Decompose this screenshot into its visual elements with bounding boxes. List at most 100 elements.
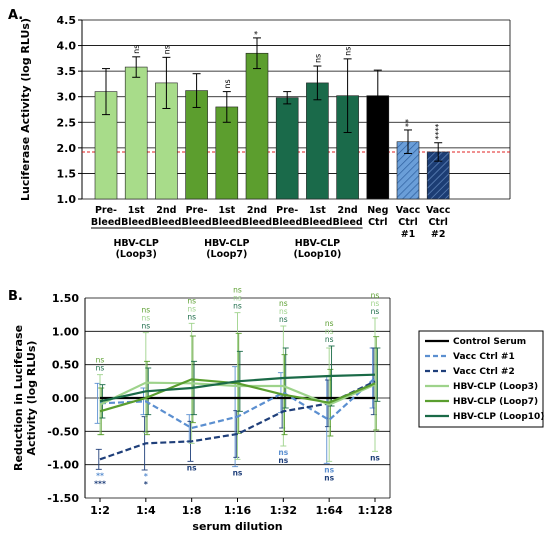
y-tick-label: 0.50: [52, 359, 79, 372]
y-tick-label: 1.0: [57, 193, 77, 206]
bar-label: Bleed: [182, 217, 212, 228]
bar-label: 2nd: [338, 205, 358, 216]
significance-label: **: [404, 119, 413, 127]
bar-label: Ctrl: [368, 217, 387, 228]
significance-label: ns: [187, 463, 197, 472]
significance-label: *: [144, 480, 148, 489]
legend-box: [418, 330, 544, 428]
significance-label: ns: [233, 286, 242, 295]
y-axis-title: Luciferase Activity (log RLUs): [19, 18, 32, 201]
bar-label: Bleed: [151, 217, 181, 228]
significance-label: ns: [132, 45, 141, 54]
x-tick-label: 1:4: [136, 504, 156, 517]
y-axis-title: Reduction in Luciferase: [12, 325, 25, 471]
bar-label: Ctrl: [428, 217, 447, 228]
y-tick-label: 2.0: [57, 142, 77, 155]
x-tick-label: 1:16: [224, 504, 252, 517]
y-tick-label: 1.00: [52, 325, 79, 338]
bar-label: 1st: [128, 205, 145, 216]
bar-label: Vacc: [396, 205, 421, 216]
legend-label: Vacc Ctrl #1: [453, 352, 515, 362]
bar-label: 2nd: [156, 205, 176, 216]
legend-label: HBV-CLP (Loop7): [453, 397, 538, 407]
y-tick-label: 1.50: [52, 292, 79, 305]
series-line: [99, 373, 376, 403]
series-line: [99, 377, 376, 430]
significance-label: ns: [141, 306, 150, 315]
group-label: HBV-CLP: [204, 238, 249, 249]
significance-label: ns: [162, 45, 171, 54]
panel-b-line-chart: B. -1.50 -1.00 -0.50 0.00 0.50 1.00 1.50 1:2 1:4 1…: [8, 286, 544, 533]
significance-label: ns: [325, 327, 334, 336]
bar-label: Bleed: [121, 217, 151, 228]
legend-label: HBV-CLP (Loop10): [453, 412, 544, 422]
bar-label: Pre-: [276, 205, 298, 216]
significance-label: ns: [141, 314, 150, 323]
bar-label: 1st: [309, 205, 326, 216]
significance-label: **: [96, 471, 104, 480]
bar-label: Bleed: [333, 217, 363, 228]
significance-label: ns: [313, 54, 322, 63]
x-tick-label: 1:32: [270, 504, 297, 517]
significance-label: ns: [370, 453, 380, 462]
significance-label: ns: [278, 456, 288, 465]
y-tick-label: -1.50: [47, 492, 79, 505]
group-label: HBV-CLP: [113, 238, 158, 249]
significance-label: ns: [187, 304, 196, 313]
y-tick-label: 3.0: [57, 91, 77, 104]
x-tick-label: 1:128: [357, 504, 392, 517]
group-label: (Loop3): [116, 249, 157, 260]
group-label: (Loop10): [293, 249, 341, 260]
bar-label: #2: [431, 229, 446, 240]
significance-label: ns: [371, 299, 380, 308]
panel-a-bar-chart: A. 1.0 1.5 2.0 2.5 3.0 3.5 4.0 4.5 Luciferase Act…: [8, 8, 511, 260]
x-tick-label: 1:2: [90, 504, 110, 517]
bar-label: Bleed: [242, 217, 272, 228]
y-tick-label: 0.00: [52, 392, 79, 405]
significance-label: ns: [325, 335, 334, 344]
significance-label: ns: [324, 465, 334, 474]
significance-label: ns: [279, 307, 288, 316]
bar-label: Pre-: [95, 205, 117, 216]
group-label: (Loop7): [206, 249, 247, 260]
x-tick-label: 1:8: [182, 504, 202, 517]
legend-label: HBV-CLP (Loop3): [453, 382, 538, 392]
bar: [275, 97, 299, 200]
panel-label: A.: [8, 8, 23, 23]
significance-label: ns: [278, 448, 288, 457]
y-tick-label: 4.0: [57, 40, 77, 53]
significance-label: ****: [434, 124, 443, 140]
panel-label: B.: [8, 289, 23, 304]
significance-label: ns: [325, 319, 334, 328]
bar-label: Ctrl: [398, 217, 417, 228]
y-tick-label: -0.50: [47, 425, 79, 438]
significance-label: ns: [371, 307, 380, 316]
bar-label: #1: [401, 229, 416, 240]
significance-label: *: [144, 472, 148, 481]
significance-label: ns: [344, 47, 353, 56]
significance-label: ns: [96, 356, 105, 365]
series-line: [99, 378, 376, 413]
y-tick-label: -1.00: [47, 459, 79, 472]
significance-label: ns: [233, 302, 242, 311]
bar: [124, 66, 148, 200]
y-tick-label: 4.5: [57, 14, 77, 27]
significance-label: ns: [279, 315, 288, 324]
bar: [306, 82, 329, 200]
bar-label: Vacc: [426, 205, 451, 216]
legend-label: Vacc Ctrl #2: [453, 367, 515, 377]
bar-label: Pre-: [186, 205, 208, 216]
bar: [245, 52, 269, 200]
series-line: [99, 381, 376, 406]
bar-label: 1st: [218, 205, 235, 216]
bar-label: Bleed: [272, 217, 302, 228]
significance-label: ns: [96, 364, 105, 373]
significance-label: *: [253, 31, 262, 35]
y-tick-label: 2.5: [57, 116, 77, 129]
significance-label: ns: [187, 296, 196, 305]
significance-label: ns: [324, 473, 334, 482]
bar-label: Bleed: [302, 217, 332, 228]
y-axis-title: Activity (log RLUs): [25, 341, 38, 456]
significance-label: ns: [233, 469, 243, 478]
